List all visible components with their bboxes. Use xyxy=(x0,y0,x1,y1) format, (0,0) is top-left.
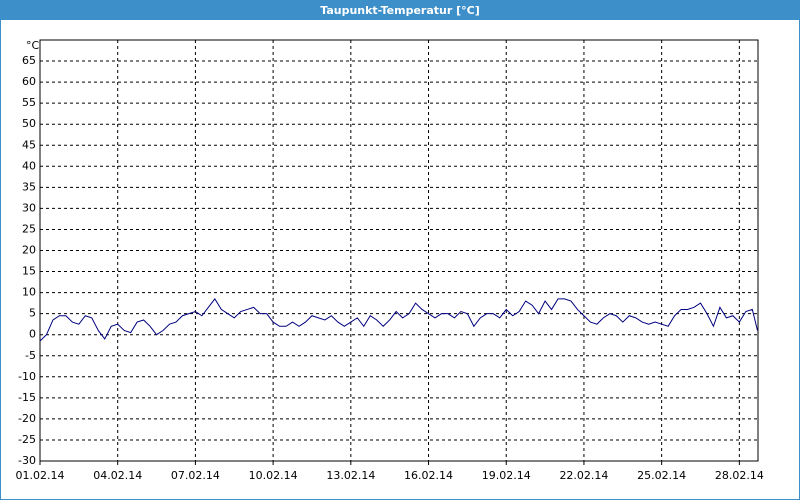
y-tick-label: -15 xyxy=(18,391,36,404)
y-unit: °C xyxy=(26,39,40,52)
y-tick-label: 40 xyxy=(22,159,36,172)
y-tick-label: -20 xyxy=(18,412,36,425)
y-tick-label: -30 xyxy=(18,454,36,467)
y-tick-label: 35 xyxy=(22,180,36,193)
y-tick-label: 15 xyxy=(22,265,36,278)
x-tick-label: 25.02.14 xyxy=(637,469,686,482)
x-tick-label: 22.02.14 xyxy=(559,469,608,482)
x-tick-label: 01.02.14 xyxy=(16,469,65,482)
y-tick-label: 10 xyxy=(22,286,36,299)
y-tick-label: 45 xyxy=(22,138,36,151)
y-tick-label: 50 xyxy=(22,117,36,130)
y-tick-label: -5 xyxy=(25,349,36,362)
title-bar xyxy=(0,0,800,20)
x-tick-label: 13.02.14 xyxy=(326,469,375,482)
x-tick-label: 04.02.14 xyxy=(93,469,142,482)
y-tick-label: 0 xyxy=(29,328,36,341)
y-tick-label: 55 xyxy=(22,96,36,109)
x-tick-label: 16.02.14 xyxy=(404,469,453,482)
data-line xyxy=(39,298,758,342)
x-tick-label: 19.02.14 xyxy=(482,469,531,482)
y-tick-label: 30 xyxy=(22,201,36,214)
y-tick-label: -10 xyxy=(18,370,36,383)
x-tick-label: 28.02.14 xyxy=(715,469,764,482)
window-title: Taupunkt-Temperatur [°C] xyxy=(320,4,480,17)
x-tick-label: 07.02.14 xyxy=(171,469,220,482)
y-tick-label: -25 xyxy=(18,433,36,446)
y-tick-label: 20 xyxy=(22,244,36,257)
y-tick-label: 5 xyxy=(29,307,36,320)
plot-border xyxy=(39,39,759,462)
y-tick-label: 25 xyxy=(22,222,36,235)
y-tick-label: 65 xyxy=(22,54,36,67)
y-tick-label: 60 xyxy=(22,75,36,88)
x-tick-label: 10.02.14 xyxy=(249,469,298,482)
